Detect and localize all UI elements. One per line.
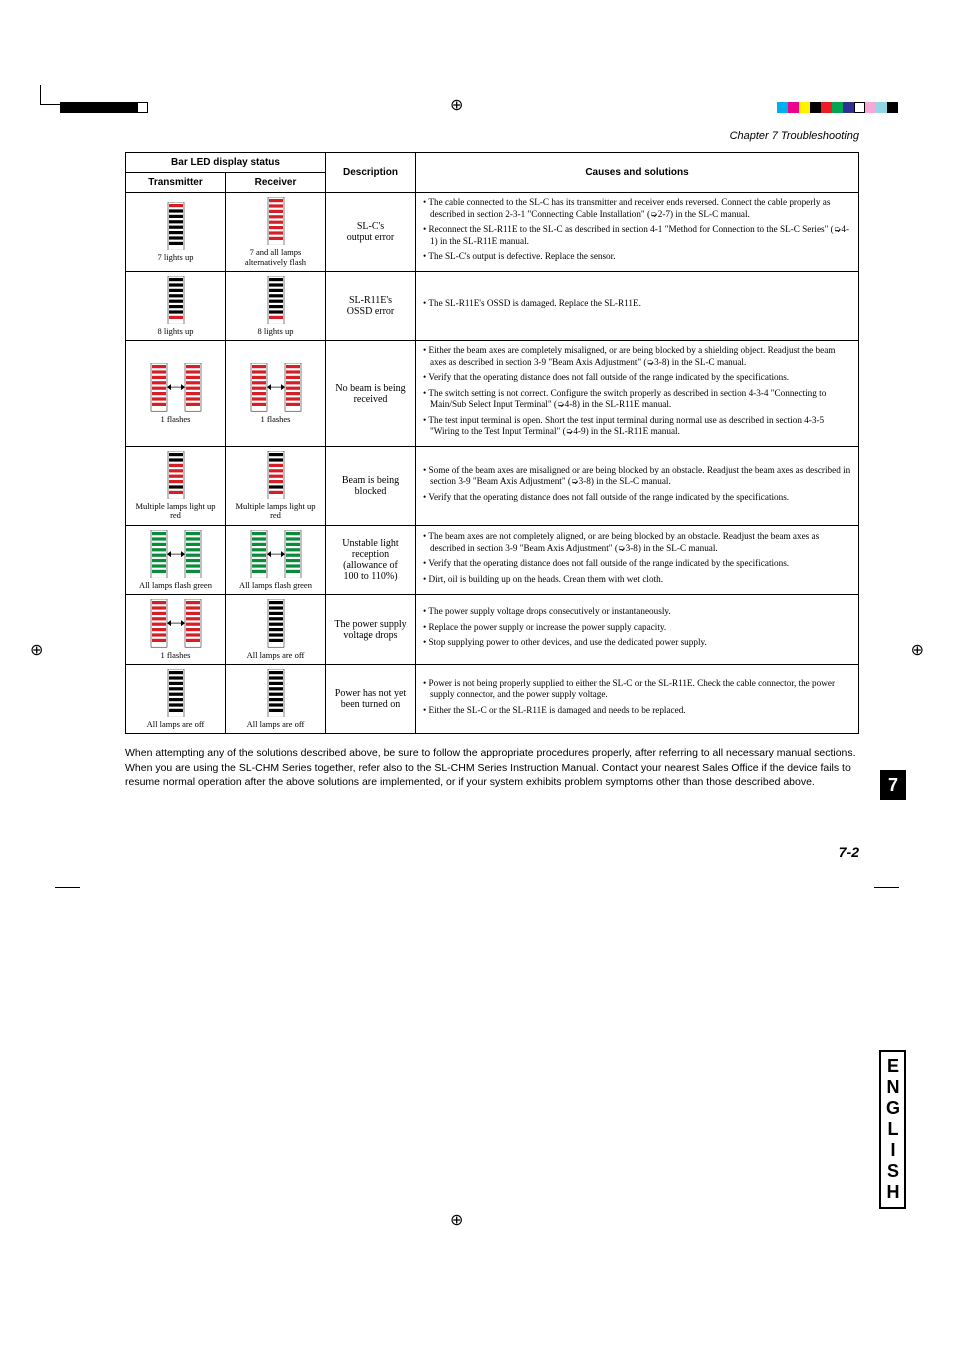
tx-led-cell: All lamps flash green: [126, 525, 226, 595]
description-cell: Unstable lightreception(allowance of100 …: [326, 525, 416, 595]
description-cell: The power supplyvoltage drops: [326, 595, 416, 665]
th-bar-led: Bar LED display status: [126, 153, 326, 173]
tx-led-cell: All lamps are off: [126, 664, 226, 734]
table-row: All lamps are offAll lamps are offPower …: [126, 664, 859, 734]
tx-led-cell: 7 lights up: [126, 193, 226, 272]
th-transmitter: Transmitter: [126, 173, 226, 193]
chapter-title: Chapter 7 Troubleshooting: [125, 130, 859, 142]
th-description: Description: [326, 153, 416, 193]
crop-mark: [55, 887, 80, 888]
causes-cell: The beam axes are not completely aligned…: [416, 525, 859, 595]
english-tab: ENGLISH: [879, 1050, 906, 1209]
table-row: 8 lights up8 lights upSL-R11E'sOSSD erro…: [126, 271, 859, 341]
causes-cell: Some of the beam axes are misaligned or …: [416, 446, 859, 525]
tx-led-cell: 1 flashes: [126, 341, 226, 447]
page-number: 7-2: [125, 844, 859, 860]
tx-led-cell: Multiple lamps light up red: [126, 446, 226, 525]
tx-led-cell: 8 lights up: [126, 271, 226, 341]
rx-led-cell: Multiple lamps light up red: [226, 446, 326, 525]
causes-cell: The cable connected to the SL-C has its …: [416, 193, 859, 272]
table-row: 1 flashesAll lamps are offThe power supp…: [126, 595, 859, 665]
rx-led-cell: All lamps flash green: [226, 525, 326, 595]
th-receiver: Receiver: [226, 173, 326, 193]
chapter-tab: 7: [880, 770, 906, 800]
table-row: Multiple lamps light up redMultiple lamp…: [126, 446, 859, 525]
rx-led-cell: 1 flashes: [226, 341, 326, 447]
crop-mark: [874, 887, 899, 888]
table-row: All lamps flash greenAll lamps flash gre…: [126, 525, 859, 595]
description-cell: No beam is beingreceived: [326, 341, 416, 447]
description-cell: SL-R11E'sOSSD error: [326, 271, 416, 341]
table-row: 1 flashes1 flashesNo beam is beingreceiv…: [126, 341, 859, 447]
causes-cell: Power is not being properly supplied to …: [416, 664, 859, 734]
rx-led-cell: 7 and all lamps alternatively flash: [226, 193, 326, 272]
description-cell: SL-C'soutput error: [326, 193, 416, 272]
troubleshooting-table: Bar LED display status Description Cause…: [125, 152, 859, 734]
th-causes: Causes and solutions: [416, 153, 859, 193]
causes-cell: The SL-R11E's OSSD is damaged. Replace t…: [416, 271, 859, 341]
rx-led-cell: All lamps are off: [226, 595, 326, 665]
description-cell: Beam is beingblocked: [326, 446, 416, 525]
causes-cell: The power supply voltage drops consecuti…: [416, 595, 859, 665]
rx-led-cell: All lamps are off: [226, 664, 326, 734]
footer-note: When attempting any of the solutions des…: [125, 746, 859, 789]
rx-led-cell: 8 lights up: [226, 271, 326, 341]
causes-cell: Either the beam axes are completely misa…: [416, 341, 859, 447]
table-row: 7 lights up7 and all lamps alternatively…: [126, 193, 859, 272]
tx-led-cell: 1 flashes: [126, 595, 226, 665]
description-cell: Power has not yetbeen turned on: [326, 664, 416, 734]
